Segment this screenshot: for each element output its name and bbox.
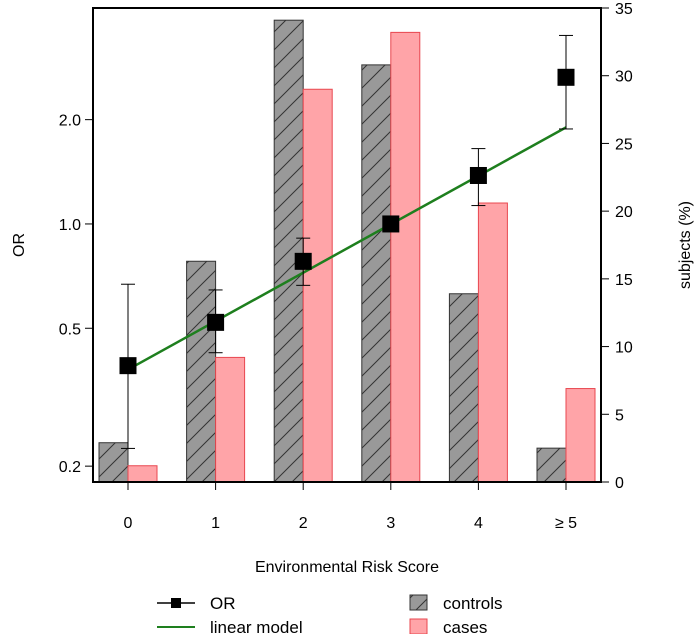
bars-layer [98,19,596,483]
legend-item-cases: cases [409,618,487,634]
left-tick-label-3: 2.0 [59,113,81,130]
or-point-4 [469,166,487,184]
x-tick-label-2: 2 [299,515,308,532]
or-point-0 [119,357,137,375]
right-tick-label-6: 30 [615,69,633,86]
or-point-5 [557,68,575,86]
controls-bar-3 [361,64,392,483]
plot-frame [92,7,602,483]
right-tick-label-7: 35 [615,1,633,18]
or-point-1 [207,313,225,331]
legend-controls-swatch [409,594,428,611]
model-layer [127,126,567,371]
x-tick-label-1: 1 [211,515,220,532]
cases-bar-1 [215,356,246,483]
cases-bar-4 [477,202,508,483]
right-tick-label-0: 0 [615,475,624,492]
legend-cases-label: cases [443,618,487,634]
controls-bar-2 [273,19,304,483]
legend-or-marker [171,598,181,608]
right-axis: 0 5 10 15 20 25 30 35 [601,1,633,492]
x-axis: 0 1 2 3 4 ≥ 5 [124,482,577,532]
right-tick-label-1: 5 [615,407,624,424]
right-tick-label-2: 10 [615,340,633,357]
legend-item-controls: controls [409,594,503,613]
right-axis-title: subjects (%) [677,201,694,289]
legend-cases-swatch [409,618,428,634]
left-axis-title: OR [11,233,28,257]
cases-bar-5 [565,388,596,483]
cases-bar-0 [127,465,158,483]
legend-or-label: OR [210,594,236,613]
controls-bar-1 [186,260,217,483]
left-axis: 0.2 0.5 1.0 2.0 [59,113,93,476]
legend-item-linear-model: linear model [157,618,303,634]
linear-model-line [127,126,567,371]
left-tick-label-0: 0.2 [59,459,81,476]
controls-bar-5 [536,447,567,483]
legend: OR linear model controls cases [157,594,503,634]
x-tick-label-3: 3 [386,515,395,532]
or-point-2 [294,252,312,270]
right-tick-label-3: 15 [615,272,633,289]
x-axis-title: Environmental Risk Score [255,559,439,576]
left-tick-label-2: 1.0 [59,217,81,234]
right-tick-label-5: 25 [615,136,633,153]
x-tick-label-0: 0 [124,515,133,532]
left-tick-label-1: 0.5 [59,321,81,338]
legend-item-or: OR [157,594,236,613]
cases-bar-3 [390,31,421,483]
legend-controls-label: controls [443,594,503,613]
x-tick-label-4: 4 [474,515,483,532]
x-tick-label-5: ≥ 5 [555,515,577,532]
or-point-3 [382,215,400,233]
legend-linear-model-label: linear model [210,618,303,634]
controls-bar-4 [448,293,479,483]
right-tick-label-4: 20 [615,204,633,221]
or-points-layer [119,34,575,449]
controls-bar-0 [98,442,129,483]
